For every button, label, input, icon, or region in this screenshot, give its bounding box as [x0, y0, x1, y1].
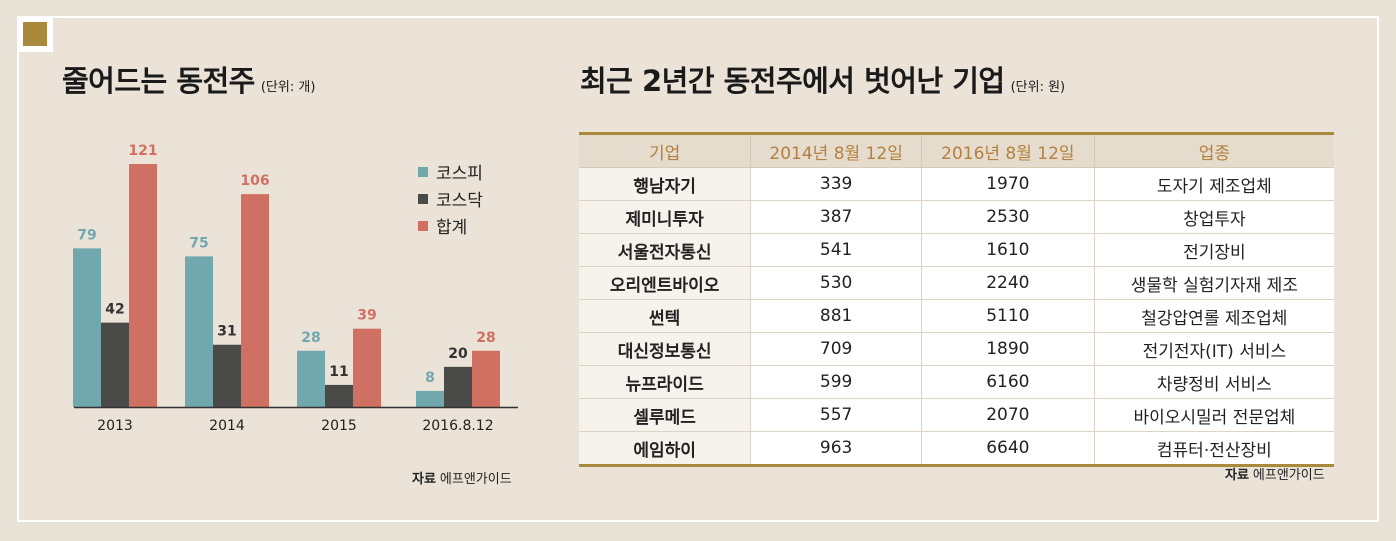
company-name-cell: 대신정보통신 [579, 332, 752, 366]
x-tick-label: 2013 [97, 418, 133, 434]
data-label-kosdaq-1: 31 [217, 324, 236, 340]
data-label-total-1: 106 [240, 173, 269, 189]
bar-kosdaq-1 [213, 344, 241, 407]
table-title: 최근 2년간 동전주에서 벗어난 기업 (단위: 원) [580, 64, 1066, 98]
stocks-table: 기업 2014년 8월 12일 2016년 8월 12일 업종 행남자기 339 1970… [579, 132, 1334, 467]
table-row: 에임하이 963 6640 컴퓨터·전산장비 [579, 431, 1334, 466]
x-tick-label: 2016.8.12 [422, 418, 493, 434]
table-row: 행남자기 339 1970 도자기 제조업체 [579, 167, 1334, 201]
bar-kospi-2 [297, 350, 325, 407]
table-row: 썬텍 881 5110 철강압연롤 제조업체 [579, 299, 1334, 333]
table-header-row: 기업 2014년 8월 12일 2016년 8월 12일 업종 [579, 133, 1334, 168]
company-name-cell: 썬텍 [579, 299, 752, 333]
table-cell: 6160 [921, 365, 1095, 399]
bar-chart: 79 42 121 2013 75 31 106 2014 28 11 39 2015 8 20 28 201… [73, 143, 518, 434]
data-label-total-0: 121 [128, 143, 157, 159]
corner-decoration [17, 16, 53, 52]
table-cell: 바이오시밀러 전문업체 [1094, 398, 1334, 432]
bar-total-2 [353, 328, 381, 407]
table-cell: 전기장비 [1094, 233, 1334, 267]
table-row: 제미니투자 387 2530 창업투자 [579, 200, 1334, 234]
chart-unit: (단위: 개) [260, 80, 316, 95]
table-cell: 전기전자(IT) 서비스 [1094, 332, 1334, 366]
table-cell: 도자기 제조업체 [1094, 167, 1334, 201]
data-label-kospi-1: 75 [189, 235, 208, 251]
table-header-cell: 업종 [1094, 133, 1334, 168]
table-row: 오리엔트바이오 530 2240 생물학 실험기자재 제조 [579, 266, 1334, 300]
table-cell: 차량정비 서비스 [1094, 365, 1334, 399]
data-label-total-3: 28 [476, 330, 495, 346]
legend-label: 코스닥 [436, 191, 483, 211]
company-name-cell: 제미니투자 [579, 200, 752, 234]
company-name-cell: 뉴프라이드 [579, 365, 752, 399]
chart-source: 자료 에프앤가이드 [412, 472, 512, 487]
legend-swatch [418, 193, 428, 204]
table-cell: 1970 [921, 167, 1095, 201]
legend-label: 코스피 [436, 164, 483, 184]
bar-kospi-1 [185, 256, 213, 407]
data-label-total-2: 39 [357, 308, 376, 324]
chart-title: 줄어드는 동전주 (단위: 개) [62, 64, 316, 98]
table-unit: (단위: 원) [1010, 80, 1066, 95]
bar-kospi-0 [73, 248, 101, 407]
table-row: 뉴프라이드 599 6160 차량정비 서비스 [579, 365, 1334, 399]
table-row: 서울전자통신 541 1610 전기장비 [579, 233, 1334, 267]
company-name-cell: 행남자기 [579, 167, 752, 201]
data-label-kosdaq-0: 42 [105, 302, 124, 318]
table-cell: 709 [750, 332, 922, 366]
table-cell: 5110 [921, 299, 1095, 333]
table-cell: 6640 [921, 431, 1095, 466]
table-header-cell: 2016년 8월 12일 [921, 133, 1095, 168]
bar-total-3 [472, 350, 500, 407]
data-label-kospi-3: 8 [425, 370, 435, 386]
table-source: 자료 에프앤가이드 [1225, 468, 1325, 483]
bar-total-1 [241, 194, 269, 407]
company-name-cell: 셀루메드 [579, 398, 752, 432]
company-name-cell: 서울전자통신 [579, 233, 752, 267]
data-label-kosdaq-2: 11 [329, 364, 348, 380]
company-name-cell: 에임하이 [579, 431, 752, 466]
table-cell: 599 [750, 365, 922, 399]
legend-item-kosdaq: 코스닥 [418, 185, 483, 212]
table-cell: 387 [750, 200, 922, 234]
table-cell: 530 [750, 266, 922, 300]
table-cell: 2240 [921, 266, 1095, 300]
table-cell: 1610 [921, 233, 1095, 267]
table-row: 대신정보통신 709 1890 전기전자(IT) 서비스 [579, 332, 1334, 366]
bar-kospi-3 [416, 390, 444, 407]
table-header-cell: 2014년 8월 12일 [750, 133, 922, 168]
table-cell: 생물학 실험기자재 제조 [1094, 266, 1334, 300]
table-cell: 557 [750, 398, 922, 432]
table-cell: 2070 [921, 398, 1095, 432]
table-cell: 창업투자 [1094, 200, 1334, 234]
legend-label: 합계 [436, 218, 468, 238]
data-label-kosdaq-3: 20 [448, 346, 468, 362]
table-cell: 963 [750, 431, 922, 466]
table-row: 셀루메드 557 2070 바이오시밀러 전문업체 [579, 398, 1334, 432]
legend-item-total: 합계 [418, 212, 483, 239]
table-cell: 2530 [921, 200, 1095, 234]
table-cell: 1890 [921, 332, 1095, 366]
data-label-kospi-0: 79 [77, 227, 96, 243]
table-header-cell: 기업 [579, 133, 752, 168]
bar-kosdaq-3 [444, 366, 472, 407]
company-name-cell: 오리엔트바이오 [579, 266, 752, 300]
table-cell: 339 [750, 167, 922, 201]
bar-kosdaq-2 [325, 384, 353, 407]
table-cell: 541 [750, 233, 922, 267]
data-label-kospi-2: 28 [301, 330, 320, 346]
table-cell: 컴퓨터·전산장비 [1094, 431, 1334, 466]
table-cell: 철강압연롤 제조업체 [1094, 299, 1334, 333]
bar-kosdaq-0 [101, 322, 129, 407]
legend-swatch [418, 220, 428, 231]
table-cell: 881 [750, 299, 922, 333]
legend-swatch [418, 166, 428, 177]
bar-total-0 [129, 164, 157, 407]
legend-item-kospi: 코스피 [418, 158, 483, 185]
x-tick-label: 2014 [209, 418, 245, 434]
x-tick-label: 2015 [321, 418, 357, 434]
